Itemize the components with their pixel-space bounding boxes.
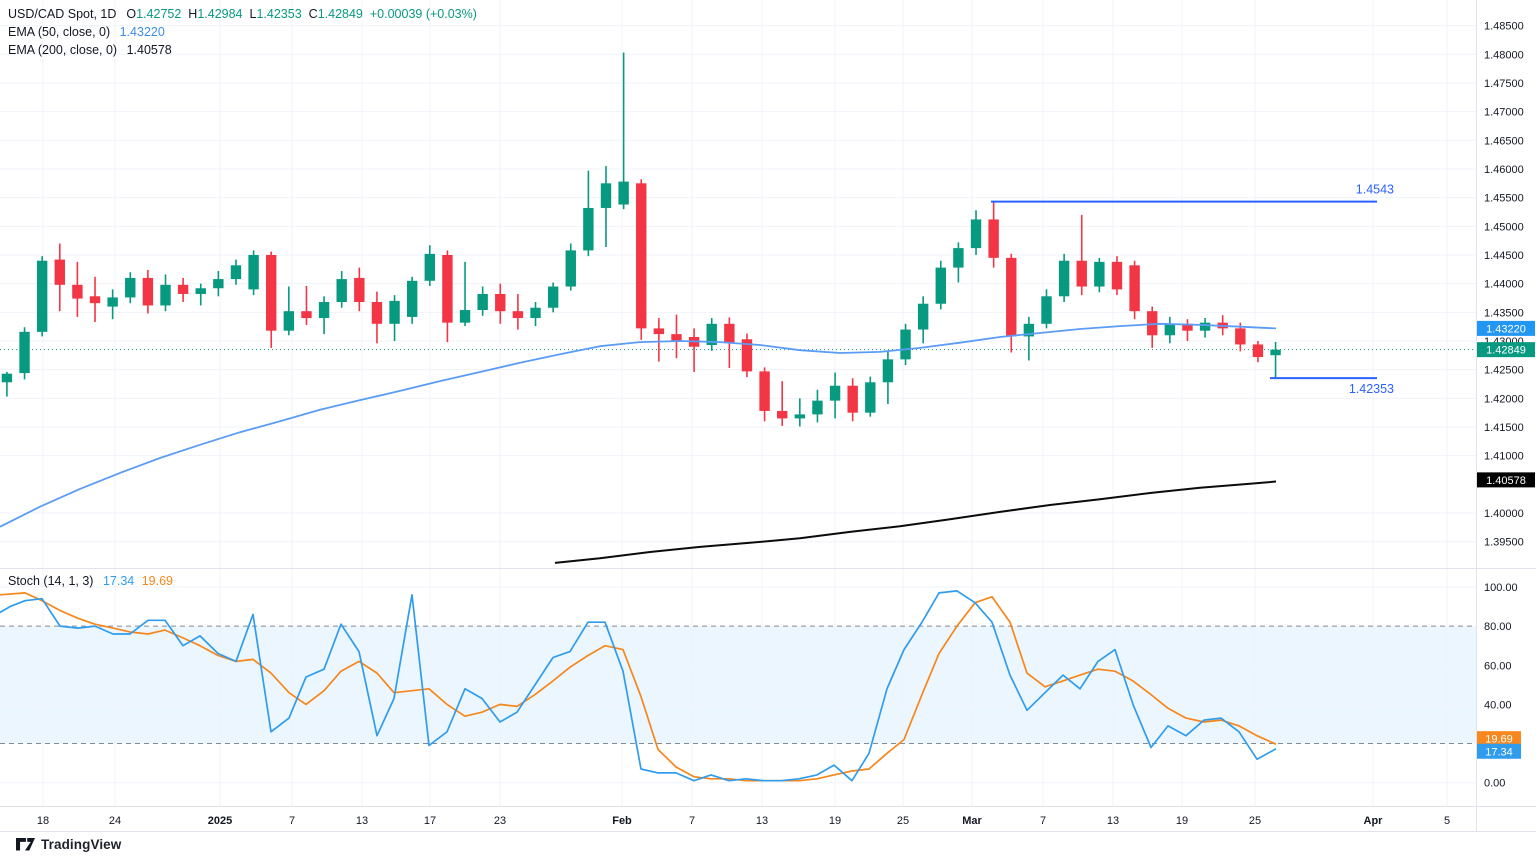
svg-text:1.43220: 1.43220 (1486, 323, 1526, 335)
time-tick-label: Apr (1364, 815, 1384, 827)
price-tick-label: 1.41500 (1484, 422, 1524, 434)
stoch-tick-label: 40.00 (1484, 699, 1512, 711)
time-tick-label: 25 (1249, 815, 1261, 827)
stoch-k-value: 17.34 (102, 574, 135, 588)
time-tick-label: 13 (356, 815, 368, 827)
time-tick-label: 24 (109, 815, 121, 827)
time-tick-label: 2025 (208, 815, 232, 827)
svg-text:17.34: 17.34 (1485, 746, 1513, 758)
axis-badge (1477, 731, 1521, 747)
stoch-k (0, 590, 1277, 782)
time-tick-label: 25 (897, 815, 909, 827)
stoch-tick-label: 80.00 (1484, 621, 1512, 633)
price-tick-label: 1.47000 (1484, 107, 1524, 119)
tradingview-logo[interactable]: TradingView (16, 837, 121, 852)
time-tick-label: 5 (1444, 815, 1450, 827)
time-tick-label: 13 (756, 815, 768, 827)
stoch-legend: Stoch (14, 1, 3) 17.34 19.69 (8, 572, 173, 590)
ema200-legend-row: EMA (200, close, 0) 1.40578 (8, 41, 484, 59)
ema200-label: EMA (200, close, 0) (8, 43, 118, 57)
ema200-line (554, 480, 1277, 564)
stoch-d-value: 19.69 (141, 574, 173, 588)
svg-text:19.69: 19.69 (1485, 734, 1513, 746)
price-tick-label: 1.47500 (1484, 78, 1524, 90)
price-tick-label: 1.45000 (1484, 221, 1524, 233)
time-tick-label: 19 (829, 815, 841, 827)
tradingview-logo-text: TradingView (41, 837, 122, 852)
price-rays: 1.4543 1.42353 (991, 183, 1394, 396)
price-tick-label: 1.39500 (1484, 537, 1524, 549)
svg-text:1.42849: 1.42849 (1486, 345, 1526, 357)
price-axis[interactable]: 1.48500 1.48000 1.47500 1.47000 1.46500 1.460… (1484, 21, 1524, 790)
time-tick-label: 23 (494, 815, 506, 827)
ohlc-token: H1.42984 (188, 7, 243, 21)
stoch-tick-label: 100.00 (1484, 582, 1518, 594)
time-tick-label: Feb (612, 815, 632, 827)
axis-badge (1477, 743, 1521, 759)
stoch-d (0, 592, 1277, 782)
time-tick-label: 13 (1107, 815, 1119, 827)
ema200-value: 1.40578 (126, 43, 172, 57)
ohlc-values: O1.42752 H1.42984 L1.42353 C1.42849 +0.00039… (126, 7, 484, 21)
price-tick-label: 1.48000 (1484, 49, 1524, 61)
axis-badge (1477, 342, 1535, 358)
time-tick-label: 18 (37, 815, 49, 827)
ema200 (554, 480, 1277, 564)
stoch-label: Stoch (14, 1, 3) (8, 574, 94, 588)
ema50 (0, 322, 1277, 528)
price-tick-label: 1.48500 (1484, 21, 1524, 33)
ema50-legend-row: EMA (50, close, 0) 1.43220 (8, 23, 484, 41)
borders (0, 0, 1536, 832)
time-tick-label: 19 (1176, 815, 1188, 827)
price-tick-label: 1.44500 (1484, 250, 1524, 262)
ema50-label: EMA (50, close, 0) (8, 25, 111, 39)
stoch-d-line (0, 592, 1277, 782)
change-value: +0.00039 (+0.03%) (369, 7, 477, 21)
ema50-line (0, 322, 1277, 528)
time-axis[interactable]: 18 24 2025 7 13 17 23 Feb 7 13 19 25 Mar 7 13 19 25 Apr 5 (37, 815, 1450, 827)
time-tick-label: 7 (289, 815, 295, 827)
price-tick-label: 1.43500 (1484, 307, 1524, 319)
symbol-title: USD/CAD Spot, 1D (8, 7, 117, 21)
price-tick-label: 1.42500 (1484, 365, 1524, 377)
price-tick-label: 1.46500 (1484, 135, 1524, 147)
stoch-tick-label: 0.00 (1484, 778, 1505, 790)
ohlc-token: O1.42752 (126, 7, 182, 21)
ohlc-token: L1.42353 (249, 7, 302, 21)
tradingview-logo-icon (16, 838, 35, 851)
symbol-row: USD/CAD Spot, 1D O1.42752 H1.42984 L1.42353… (8, 5, 484, 23)
price-tick-label: 1.40000 (1484, 508, 1524, 520)
ray-label: 1.4543 (1356, 183, 1394, 197)
ohlc-token: C1.42849 (308, 7, 363, 21)
price-tick-label: 1.46000 (1484, 164, 1524, 176)
time-tick-label: 7 (1040, 815, 1046, 827)
stoch-k-line (0, 590, 1277, 782)
svg-text:1.40578: 1.40578 (1486, 475, 1526, 487)
axis-badge (1477, 472, 1535, 488)
candles-layer (1, 52, 1281, 427)
price-tick-label: 1.42000 (1484, 393, 1524, 405)
axis-badge (1477, 320, 1535, 336)
main-legend: USD/CAD Spot, 1D O1.42752 H1.42984 L1.42353… (8, 5, 484, 59)
price-tick-label: 1.41000 (1484, 451, 1524, 463)
time-tick-label: Mar (962, 815, 982, 827)
time-tick-label: 17 (424, 815, 436, 827)
ema50-value: 1.43220 (119, 25, 165, 39)
time-tick-label: 7 (689, 815, 695, 827)
price-tick-label: 1.44000 (1484, 279, 1524, 291)
ray-label: 1.42353 (1349, 382, 1394, 396)
stoch-tick-label: 60.00 (1484, 660, 1512, 672)
price-tick-label: 1.45500 (1484, 193, 1524, 205)
